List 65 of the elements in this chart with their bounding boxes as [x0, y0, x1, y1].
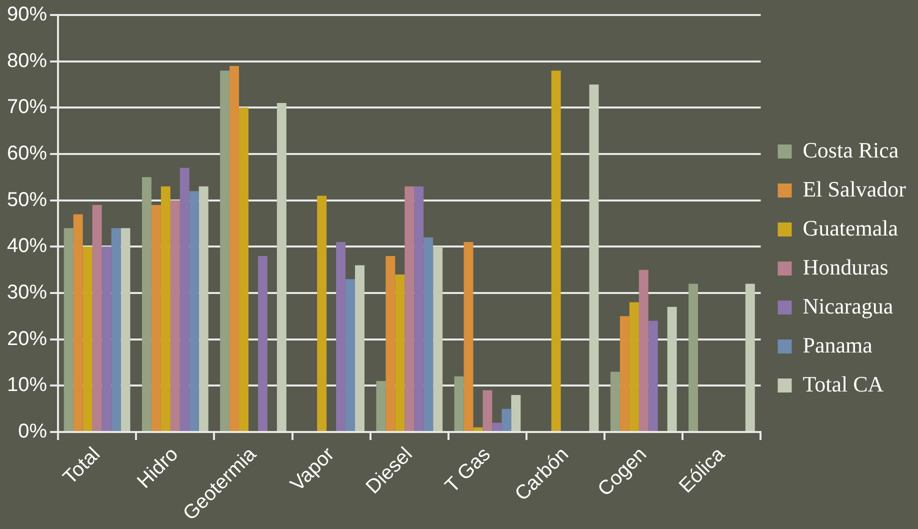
legend-label: El Salvador [802, 176, 907, 202]
bar [142, 177, 152, 432]
bar [638, 270, 648, 432]
bar [648, 320, 658, 432]
bar [170, 200, 180, 432]
bar [111, 228, 121, 432]
y-tick-label: 10% [7, 374, 48, 396]
bar [336, 242, 346, 432]
bar [386, 256, 396, 432]
bar [629, 302, 639, 432]
bar [160, 186, 170, 432]
bar [492, 422, 502, 432]
bar [230, 66, 240, 432]
bar [92, 204, 102, 432]
bar [551, 70, 561, 432]
bar [502, 408, 512, 432]
bar [120, 228, 130, 432]
y-tick-label: 60% [7, 142, 48, 165]
bar [667, 306, 677, 432]
legend-label: Nicaragua [802, 293, 894, 318]
y-tick-label: 20% [7, 328, 48, 350]
bar [688, 284, 698, 432]
bar [414, 186, 424, 432]
y-tick-label: 0% [18, 420, 48, 443]
bar [151, 204, 161, 432]
bar [454, 376, 464, 432]
bar [464, 242, 474, 432]
legend-label: Panama [802, 332, 873, 358]
bar [404, 186, 414, 432]
bar [102, 246, 112, 432]
y-tick-label: 50% [7, 188, 48, 211]
bar [610, 372, 620, 432]
bar [346, 279, 356, 432]
legend-label: Costa Rica [802, 137, 899, 162]
bar [511, 394, 521, 432]
bar [745, 284, 755, 432]
bar [482, 390, 492, 432]
bar [73, 214, 83, 432]
y-tick-label: 70% [7, 96, 48, 118]
legend-label: Total CA [802, 371, 884, 396]
bar [589, 84, 599, 432]
y-tick-label: 40% [7, 235, 48, 258]
bar [82, 246, 92, 432]
y-tick-label: 90% [7, 4, 48, 26]
bar [180, 168, 190, 432]
bar [258, 256, 268, 432]
bar [433, 246, 443, 432]
bar [620, 316, 630, 432]
bar [239, 108, 248, 432]
bar [355, 265, 364, 432]
bar [64, 228, 74, 432]
bar [317, 196, 327, 432]
bar [376, 381, 386, 432]
x-tick-label: T Gas [441, 443, 495, 498]
bar [395, 274, 405, 432]
bar [198, 186, 208, 432]
y-tick-label: 30% [7, 282, 48, 304]
bar [189, 191, 199, 432]
legend-label: Guatemala [802, 215, 898, 240]
bar [424, 237, 434, 432]
bar [220, 70, 230, 432]
bar [276, 103, 286, 432]
bar [473, 427, 483, 432]
y-tick-label: 80% [7, 50, 48, 72]
legend-label: Honduras [802, 254, 888, 280]
